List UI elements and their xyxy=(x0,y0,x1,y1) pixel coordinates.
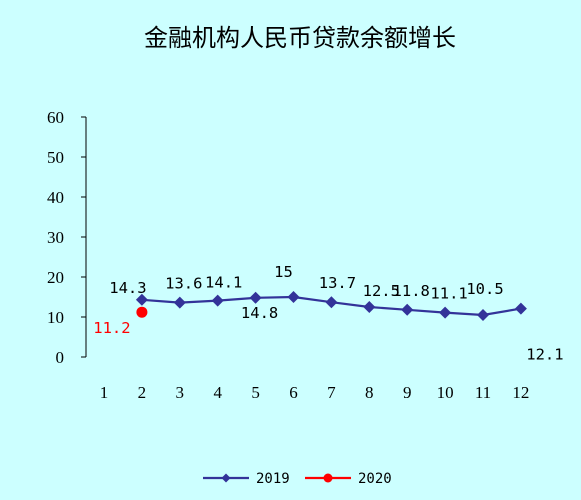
y-tick-label: 10 xyxy=(47,308,64,327)
x-tick-label: 11 xyxy=(475,383,491,402)
y-tick-label: 30 xyxy=(47,228,64,247)
x-tick-label: 3 xyxy=(176,383,185,402)
data-label-2019: 11.8 xyxy=(393,282,430,300)
y-tick-label: 60 xyxy=(47,108,64,127)
legend: 2019 2020 xyxy=(203,471,392,487)
x-tick-label: 2 xyxy=(138,383,147,402)
data-point-2019 xyxy=(211,294,224,307)
data-point-2020 xyxy=(136,306,148,318)
data-label-2019: 14.3 xyxy=(109,279,146,297)
data-point-2019 xyxy=(401,303,414,316)
data-label-2019: 14.1 xyxy=(205,274,242,292)
legend-label-2020: 2020 xyxy=(358,471,392,487)
data-point-2019 xyxy=(249,291,262,304)
data-point-2019 xyxy=(173,296,186,309)
data-label-2019: 15 xyxy=(274,263,293,281)
data-label-2019: 11.1 xyxy=(430,285,467,303)
x-tick-label: 9 xyxy=(403,383,412,402)
data-point-2019 xyxy=(439,306,452,319)
legend-label-2019: 2019 xyxy=(256,471,290,487)
x-tick-label: 12 xyxy=(512,383,529,402)
legend-marker-2020 xyxy=(323,473,333,483)
y-tick-label: 50 xyxy=(47,148,64,167)
y-tick-label: 40 xyxy=(47,188,64,207)
data-label-2019: 13.7 xyxy=(319,274,356,292)
y-tick-label: 20 xyxy=(47,268,64,287)
data-label-2019: 10.5 xyxy=(466,280,503,298)
x-tick-label: 4 xyxy=(213,383,222,402)
data-point-2019 xyxy=(135,293,148,306)
x-tick-label: 7 xyxy=(327,383,336,402)
data-label-2019: 12.1 xyxy=(526,346,563,364)
data-label-2019: 12.5 xyxy=(363,282,400,300)
y-tick-label: 0 xyxy=(56,348,65,367)
data-label-2020: 11.2 xyxy=(93,319,130,337)
x-tick-label: 10 xyxy=(437,383,454,402)
data-point-2019 xyxy=(325,296,338,309)
data-label-2019: 14.8 xyxy=(241,304,278,322)
data-point-2019 xyxy=(287,291,300,303)
data-label-2019: 13.6 xyxy=(165,275,202,293)
data-point-2019 xyxy=(477,309,489,321)
x-tick-label: 6 xyxy=(289,383,298,402)
x-tick-label: 1 xyxy=(100,383,109,402)
data-point-2019 xyxy=(514,302,527,315)
chart-title: 金融机构人民币贷款余额增长 xyxy=(144,24,456,52)
x-tick-label: 5 xyxy=(251,383,260,402)
legend-marker-2019 xyxy=(221,473,231,483)
data-point-2019 xyxy=(363,301,376,313)
x-tick-label: 8 xyxy=(365,383,374,402)
